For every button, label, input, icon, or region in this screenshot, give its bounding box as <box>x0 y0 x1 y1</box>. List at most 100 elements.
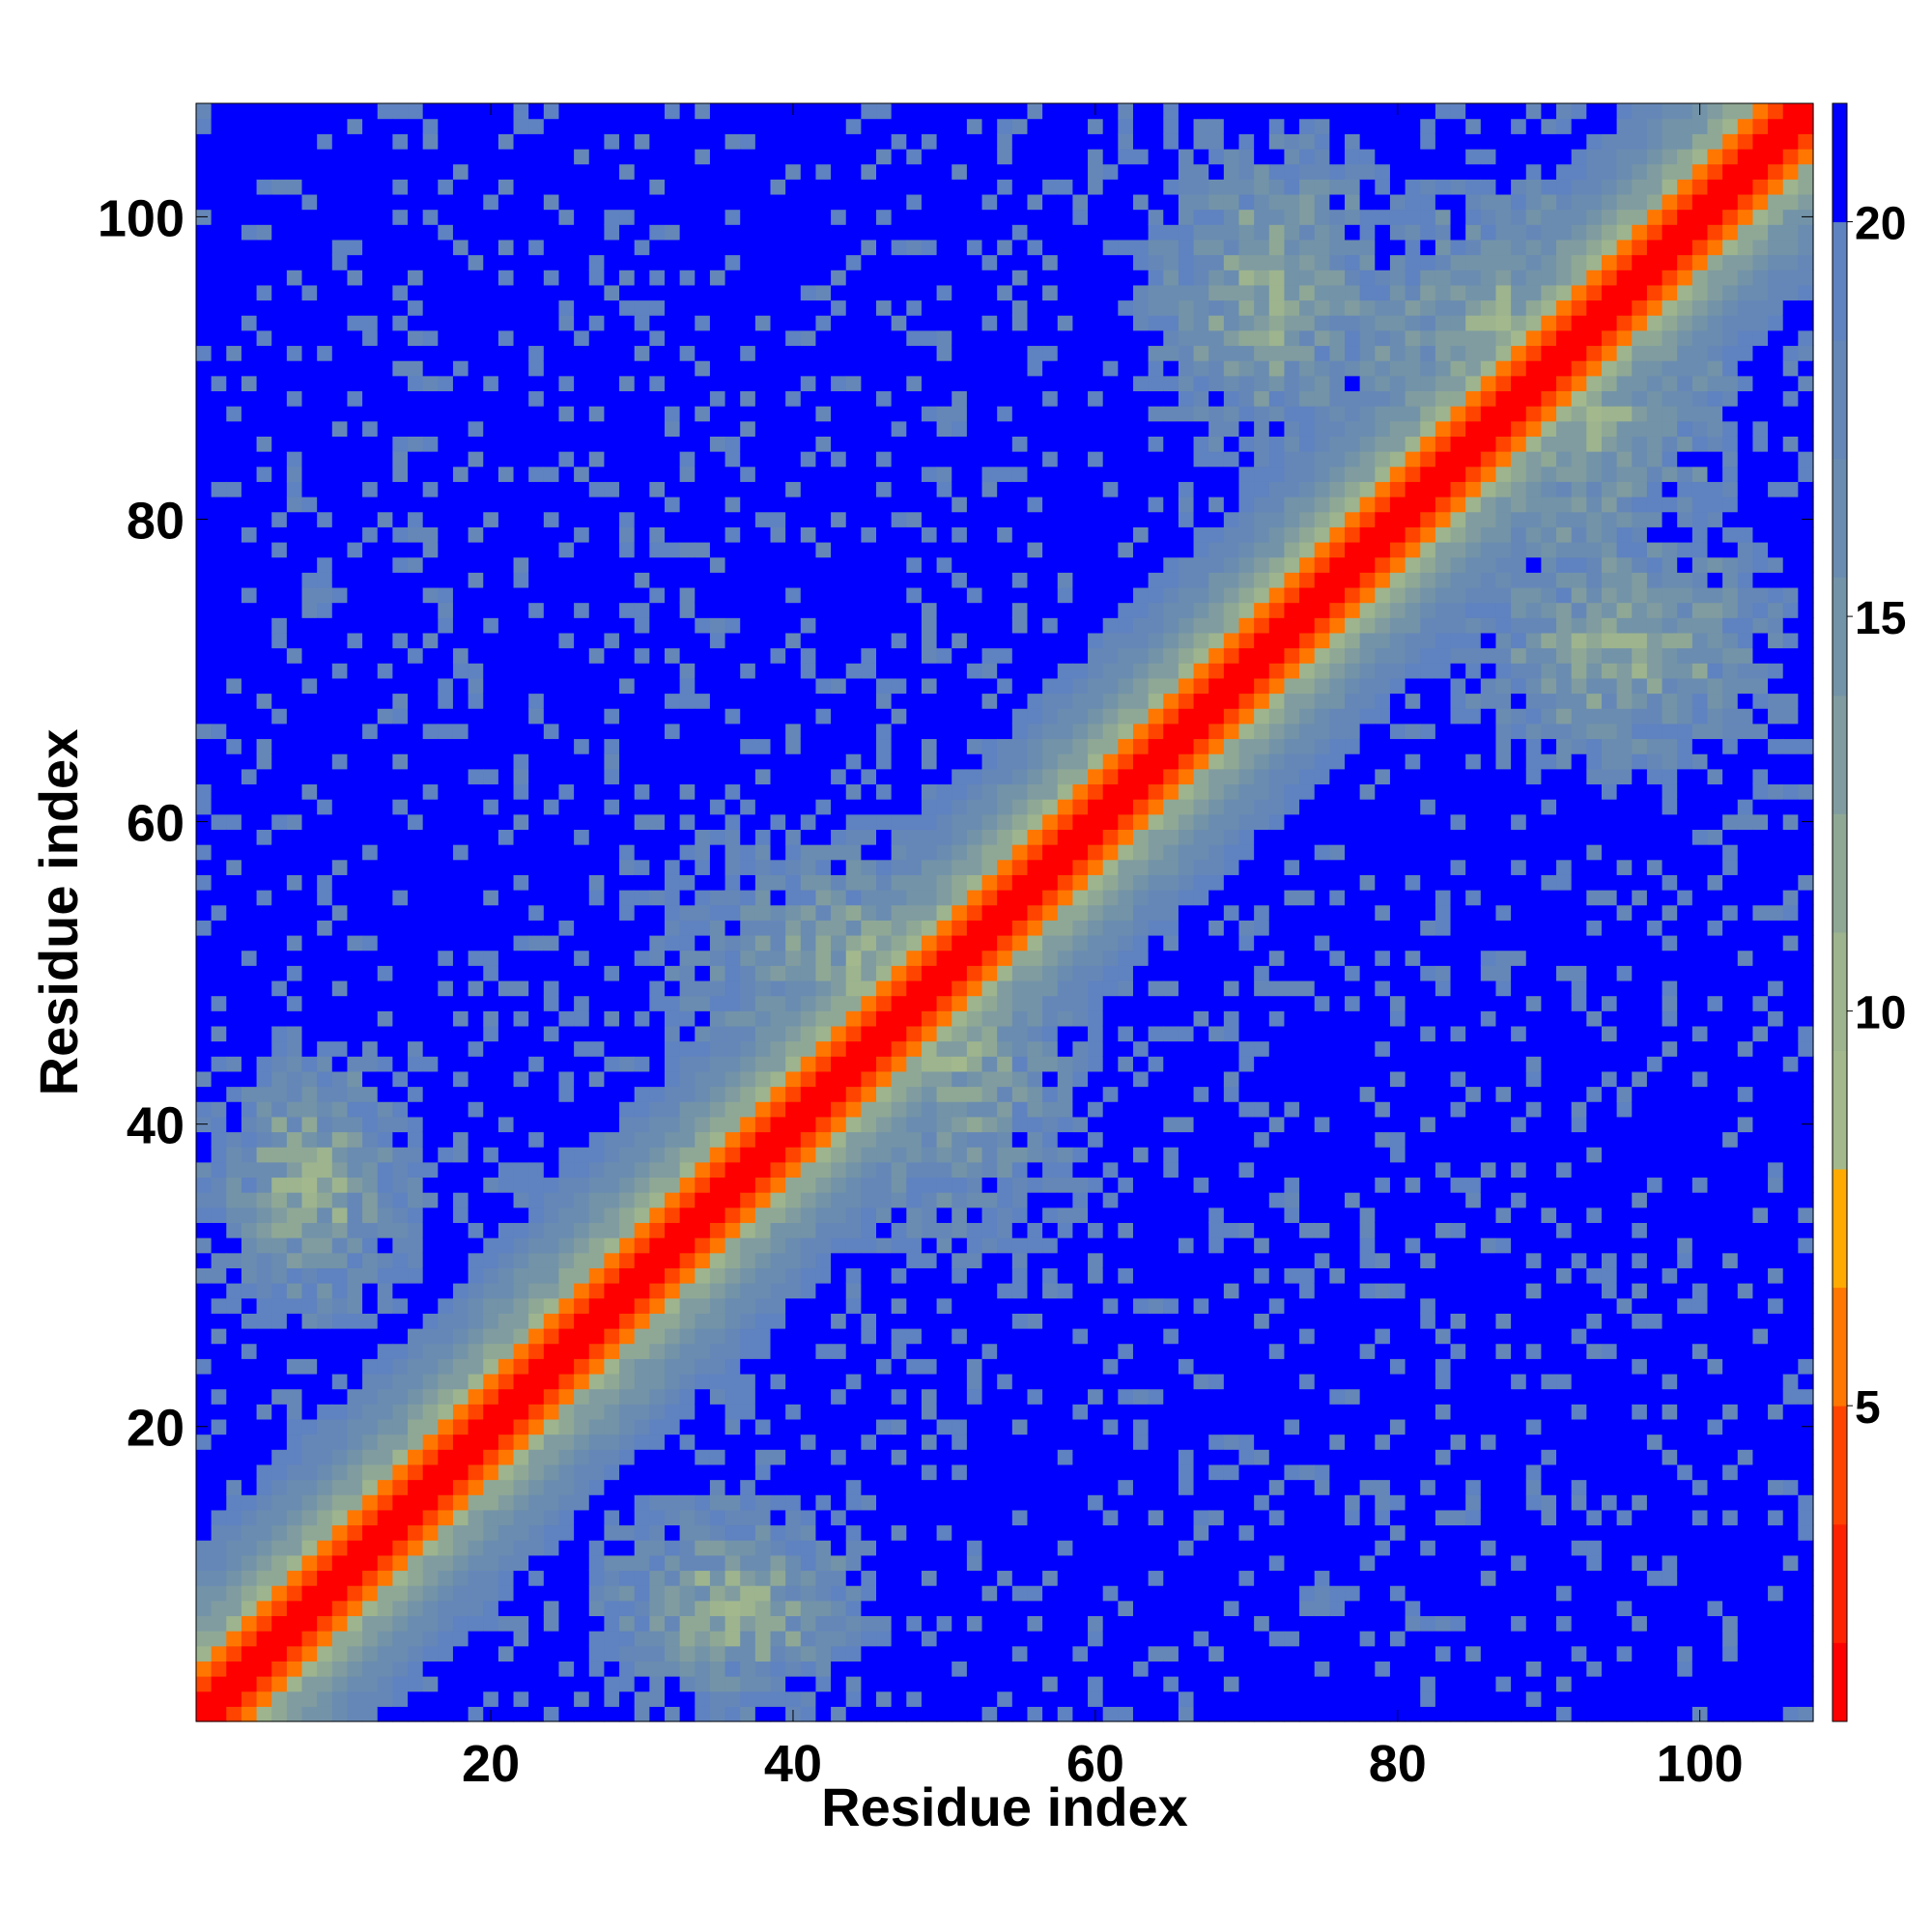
heatmap-cell <box>679 677 696 695</box>
heatmap-cell <box>831 1327 847 1345</box>
heatmap-cell <box>317 1010 333 1027</box>
heatmap-cell <box>604 874 620 891</box>
heatmap-cell <box>377 1434 393 1450</box>
heatmap-cell <box>679 829 696 845</box>
heatmap-cell <box>588 663 606 679</box>
heatmap-cell <box>815 572 832 588</box>
heatmap-cell <box>347 270 363 286</box>
heatmap-cell <box>891 1101 907 1118</box>
heatmap-cell <box>438 874 454 891</box>
heatmap-cell <box>634 965 650 981</box>
heatmap-cell <box>362 526 379 543</box>
heatmap-cell <box>226 708 242 724</box>
heatmap-cell <box>709 632 726 649</box>
heatmap-cell <box>543 829 560 845</box>
heatmap-cell <box>452 1631 469 1647</box>
heatmap-cell <box>271 1690 288 1707</box>
heatmap-cell <box>377 586 393 604</box>
heatmap-cell <box>740 1297 756 1314</box>
heatmap-cell <box>740 1252 756 1268</box>
heatmap-cell <box>664 481 681 497</box>
heatmap-cell <box>891 1661 907 1677</box>
heatmap-cell <box>574 1222 590 1238</box>
heatmap-cell <box>634 239 650 256</box>
heatmap-cell <box>226 572 242 588</box>
heatmap-cell <box>347 451 363 468</box>
heatmap-cell <box>845 1645 862 1662</box>
heatmap-cell <box>497 420 515 437</box>
heatmap-cell <box>740 556 756 573</box>
heatmap-cell <box>331 1463 349 1481</box>
heatmap-cell <box>271 859 288 875</box>
heatmap-cell <box>709 1690 726 1707</box>
heatmap-cell <box>588 829 606 845</box>
heatmap-cell <box>815 1631 832 1647</box>
heatmap-cell <box>800 934 817 952</box>
heatmap-cell <box>558 466 575 482</box>
heatmap-cell <box>619 148 636 165</box>
heatmap-cell <box>377 1025 393 1042</box>
heatmap-cell <box>831 436 847 452</box>
heatmap-cell <box>754 829 772 845</box>
heatmap-cell <box>588 148 606 165</box>
heatmap-cell <box>408 1463 424 1481</box>
heatmap-cell <box>709 1177 726 1193</box>
heatmap-cell <box>695 1161 711 1179</box>
heatmap-cell <box>724 1706 741 1722</box>
heatmap-cell <box>574 783 590 800</box>
heatmap-cell <box>226 904 242 921</box>
heatmap-cell <box>196 1585 213 1602</box>
heatmap-cell <box>286 406 303 422</box>
heatmap-cell <box>876 829 893 845</box>
heatmap-cell <box>754 556 772 573</box>
heatmap-cell <box>331 859 349 875</box>
heatmap-cell <box>543 844 560 861</box>
heatmap-cell <box>785 133 802 150</box>
heatmap-cell <box>483 586 499 604</box>
heatmap-cell <box>724 1177 741 1193</box>
heatmap-cell <box>588 950 606 966</box>
heatmap-cell <box>831 1449 847 1465</box>
heatmap-cell <box>347 723 363 740</box>
heatmap-cell <box>740 723 756 740</box>
heatmap-cell <box>604 753 620 770</box>
heatmap-cell <box>422 1706 439 1722</box>
heatmap-cell <box>634 1373 650 1390</box>
heatmap-cell <box>256 1252 272 1268</box>
heatmap-cell <box>347 420 363 437</box>
heatmap-cell <box>724 1056 741 1072</box>
heatmap-cell <box>588 497 606 513</box>
heatmap-cell <box>377 829 393 845</box>
heatmap-cell <box>438 1177 454 1193</box>
heatmap-cell <box>347 299 363 316</box>
heatmap-cell <box>800 920 817 936</box>
heatmap-cell <box>528 813 545 830</box>
heatmap-cell <box>679 1040 696 1057</box>
heatmap-cell <box>574 980 590 997</box>
heatmap-cell <box>271 329 288 347</box>
heatmap-cell <box>649 556 666 573</box>
heatmap-cell <box>664 511 681 527</box>
heatmap-cell <box>574 572 590 588</box>
heatmap-cell <box>800 1177 817 1193</box>
heatmap-cell <box>558 209 575 225</box>
heatmap-cell <box>800 436 817 452</box>
heatmap-cell <box>256 270 272 286</box>
heatmap-cell <box>452 1540 469 1556</box>
heatmap-cell <box>331 1449 349 1465</box>
heatmap-cell <box>196 420 213 437</box>
heatmap-cell <box>574 1086 590 1102</box>
heatmap-cell <box>497 1040 515 1057</box>
heatmap-cell <box>619 1343 636 1359</box>
heatmap-cell <box>468 738 484 754</box>
heatmap-cell <box>664 466 681 482</box>
heatmap-cell <box>226 859 242 875</box>
heatmap-cell <box>815 406 832 422</box>
heatmap-cell <box>815 693 832 709</box>
heatmap-cell <box>709 799 726 815</box>
heatmap-cell <box>317 497 333 513</box>
heatmap-cell <box>724 844 741 861</box>
heatmap-cell <box>800 375 817 392</box>
heatmap-cell <box>845 466 862 482</box>
heatmap-cell <box>211 224 227 241</box>
